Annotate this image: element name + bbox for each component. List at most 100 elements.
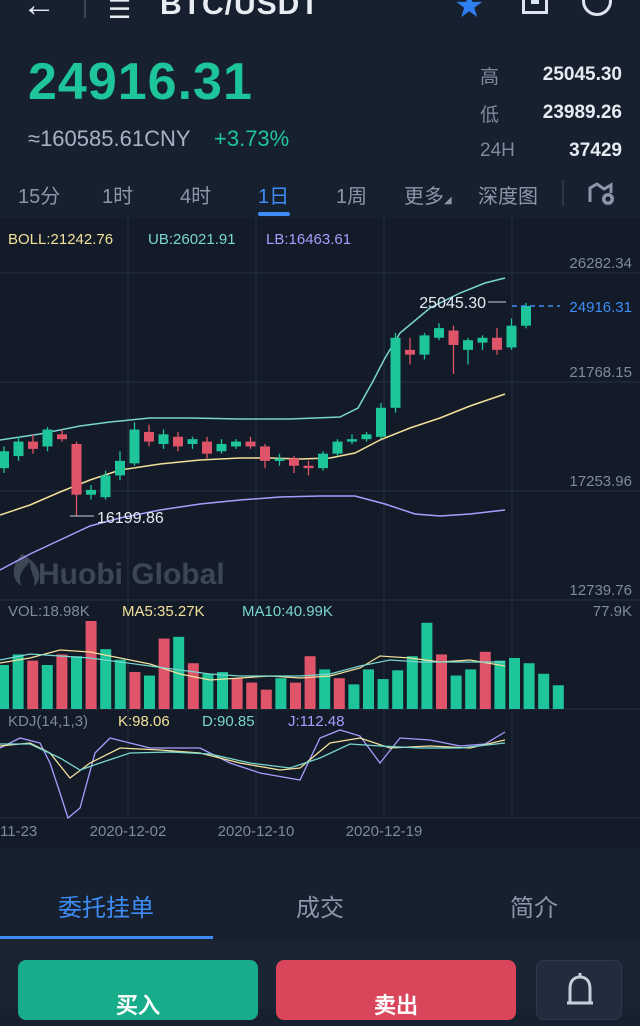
kline-chart[interactable]: BOLL:21242.76 UB:26021.91 LB:16463.61 26… bbox=[0, 218, 640, 848]
bell-icon bbox=[567, 973, 593, 1005]
kdj-label: KDJ(14,1,3) bbox=[8, 713, 88, 730]
lb-label: LB:16463.61 bbox=[266, 231, 351, 248]
candle-body bbox=[477, 337, 488, 343]
candlesticks bbox=[0, 302, 531, 517]
candle-body bbox=[274, 458, 285, 461]
candle-body bbox=[419, 335, 430, 355]
tab-intro[interactable]: 简介 bbox=[510, 895, 558, 922]
volume-bar bbox=[421, 622, 433, 709]
trading-pair-title[interactable]: BTC/USDT bbox=[160, 0, 320, 21]
last-price-label: 24916.31 bbox=[569, 299, 632, 316]
candle-body bbox=[245, 441, 256, 447]
candle-body bbox=[202, 441, 212, 454]
volume-bar bbox=[100, 649, 112, 709]
volume-bar bbox=[377, 679, 389, 709]
candle-body bbox=[57, 434, 67, 440]
boll-label: BOLL:21242.76 bbox=[8, 231, 113, 248]
kdj-d-line bbox=[0, 742, 506, 771]
volume-bar bbox=[27, 660, 39, 709]
buy-button[interactable]: 买入 bbox=[18, 960, 258, 1020]
candle-body bbox=[318, 453, 328, 469]
volume-bar bbox=[538, 673, 550, 709]
candle-body bbox=[144, 431, 154, 442]
kline-svg: BOLL:21242.76 UB:26021.91 LB:16463.61 26… bbox=[0, 218, 640, 840]
vol-label: VOL:18.98K bbox=[8, 603, 90, 620]
j-label: J:112.48 bbox=[288, 713, 344, 730]
candle-body bbox=[492, 337, 502, 350]
volume-bar bbox=[56, 654, 68, 709]
tab-more[interactable]: 更多◢ bbox=[404, 180, 452, 209]
candle-body bbox=[86, 489, 96, 495]
stat-label: 低 bbox=[480, 104, 500, 126]
back-arrow-icon[interactable]: ← bbox=[22, 0, 56, 24]
candle-body bbox=[216, 444, 227, 452]
candle-body bbox=[71, 444, 82, 495]
tab-1h[interactable]: 1时 bbox=[102, 186, 134, 208]
tab-trades[interactable]: 成交 bbox=[296, 895, 344, 922]
alert-button[interactable] bbox=[536, 960, 622, 1020]
stat-label: 24H bbox=[480, 140, 515, 161]
change-percent: +3.73% bbox=[214, 126, 290, 151]
watermark-text: Huobi Global bbox=[38, 558, 225, 591]
tab-depth[interactable]: 深度图 bbox=[478, 186, 538, 208]
volume-bar bbox=[392, 670, 404, 709]
candle-body bbox=[521, 305, 531, 326]
candle-body bbox=[129, 429, 140, 464]
favorite-star-icon[interactable]: ★ bbox=[454, 0, 485, 25]
candle-body bbox=[303, 465, 314, 469]
high-marker-label: 25045.30 bbox=[419, 295, 486, 312]
candle-body bbox=[173, 436, 183, 447]
volume-bar bbox=[275, 678, 287, 709]
divider bbox=[84, 0, 86, 18]
date-label: 2020-12-02 bbox=[90, 823, 167, 840]
low-marker-label: 16199.86 bbox=[97, 510, 164, 527]
tab-15m[interactable]: 15分 bbox=[18, 186, 61, 208]
stat-low: 低 23989.26 bbox=[480, 94, 622, 132]
stat-value: 37429 bbox=[569, 140, 622, 161]
tab-open-orders[interactable]: 委托挂单 bbox=[58, 895, 154, 922]
kdj-j-line bbox=[0, 729, 506, 820]
candle-body bbox=[332, 441, 343, 454]
candle-body bbox=[289, 458, 299, 466]
price-tick: 26282.34 bbox=[569, 255, 632, 272]
candle-body bbox=[13, 441, 24, 457]
tab-4h[interactable]: 4时 bbox=[180, 186, 212, 208]
volume-bar bbox=[319, 669, 331, 709]
volume-bar bbox=[348, 684, 360, 709]
volume-bar bbox=[85, 621, 97, 709]
volume-bar bbox=[12, 654, 24, 709]
candle-body bbox=[0, 451, 9, 469]
volume-bar bbox=[260, 689, 272, 709]
candle-body bbox=[187, 439, 198, 445]
active-tab-underline bbox=[258, 212, 290, 216]
date-label: 2020-12-19 bbox=[346, 823, 423, 840]
volume-bar bbox=[290, 682, 301, 709]
volume-bar bbox=[304, 656, 316, 709]
candle-body bbox=[231, 441, 241, 447]
stat-value: 23989.26 bbox=[542, 102, 622, 123]
stat-high: 高 25045.30 bbox=[480, 56, 622, 94]
volume-bar bbox=[41, 665, 53, 709]
scan-icon[interactable] bbox=[522, 0, 548, 14]
last-price: 24916.31 bbox=[28, 53, 253, 111]
chart-settings-icon[interactable] bbox=[588, 180, 616, 206]
volume-bar bbox=[436, 654, 447, 709]
dropdown-triangle-icon: ◢ bbox=[444, 195, 452, 206]
sell-button[interactable]: 卖出 bbox=[276, 960, 516, 1020]
volume-bar bbox=[552, 685, 564, 709]
share-icon[interactable] bbox=[582, 0, 612, 16]
candle-body bbox=[158, 434, 169, 445]
menu-icon[interactable]: ☰ bbox=[108, 0, 132, 24]
huobi-watermark: Huobi Global bbox=[13, 554, 225, 591]
tab-1w[interactable]: 1周 bbox=[336, 186, 368, 208]
volume-bar bbox=[523, 663, 535, 709]
volume-bar bbox=[406, 656, 418, 709]
volume-bar bbox=[246, 682, 258, 709]
volume-bars bbox=[0, 621, 564, 709]
candle-body bbox=[405, 349, 415, 355]
stat-value: 25045.30 bbox=[542, 64, 622, 85]
volume-bar bbox=[333, 678, 345, 709]
tab-1d[interactable]: 1日 bbox=[258, 186, 290, 208]
k-label: K:98.06 bbox=[118, 713, 170, 730]
candle-body bbox=[361, 434, 372, 440]
